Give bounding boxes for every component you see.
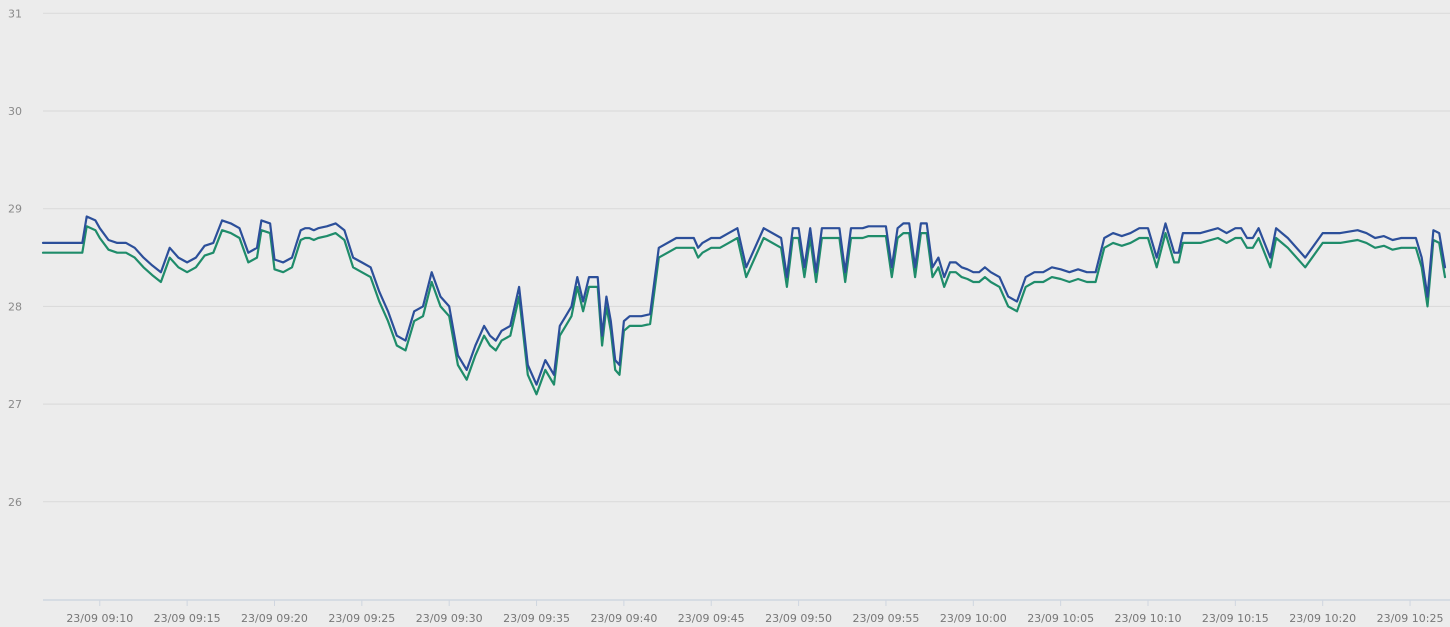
- series-line-2: [41, 225, 1447, 396]
- x-tick-label: 23/09 09:55: [852, 612, 919, 625]
- x-tick-label: 23/09 09:30: [416, 612, 483, 625]
- x-tick-label: 23/09 09:35: [503, 612, 570, 625]
- x-tick-label: 23/09 09:25: [328, 612, 395, 625]
- series-line-1: [41, 215, 1447, 386]
- series-lines: [41, 215, 1447, 396]
- x-tick-label: 23/09 09:10: [66, 612, 133, 625]
- y-tick-label: 29: [8, 203, 22, 216]
- x-tick-label: 23/09 10:05: [1027, 612, 1094, 625]
- x-tick-label: 23/09 10:00: [940, 612, 1007, 625]
- x-tick-label: 23/09 09:50: [765, 612, 832, 625]
- x-tick-label: 23/09 10:15: [1202, 612, 1269, 625]
- x-tick-label: 23/09 09:45: [678, 612, 745, 625]
- x-axis: 23/09 09:10 23/09 09:15 23/09 09:20 23/09 0…: [43, 599, 1450, 625]
- y-tick-label: 31: [8, 7, 22, 20]
- x-tick-label: 23/09 09:15: [154, 612, 221, 625]
- x-tick-label: 23/09 09:40: [590, 612, 657, 625]
- y-axis-ticks: 26 27 28 29 30 31: [8, 7, 22, 509]
- gridlines: [43, 12, 1450, 503]
- y-tick-label: 30: [8, 105, 22, 118]
- y-tick-label: 26: [8, 496, 22, 509]
- y-tick-label: 28: [8, 300, 22, 313]
- x-tick-label: 23/09 10:20: [1289, 612, 1356, 625]
- x-tick-label: 23/09 10:25: [1377, 612, 1444, 625]
- x-tick-label: 23/09 10:10: [1115, 612, 1182, 625]
- x-tick-label: 23/09 09:20: [241, 612, 308, 625]
- y-tick-label: 27: [8, 398, 22, 411]
